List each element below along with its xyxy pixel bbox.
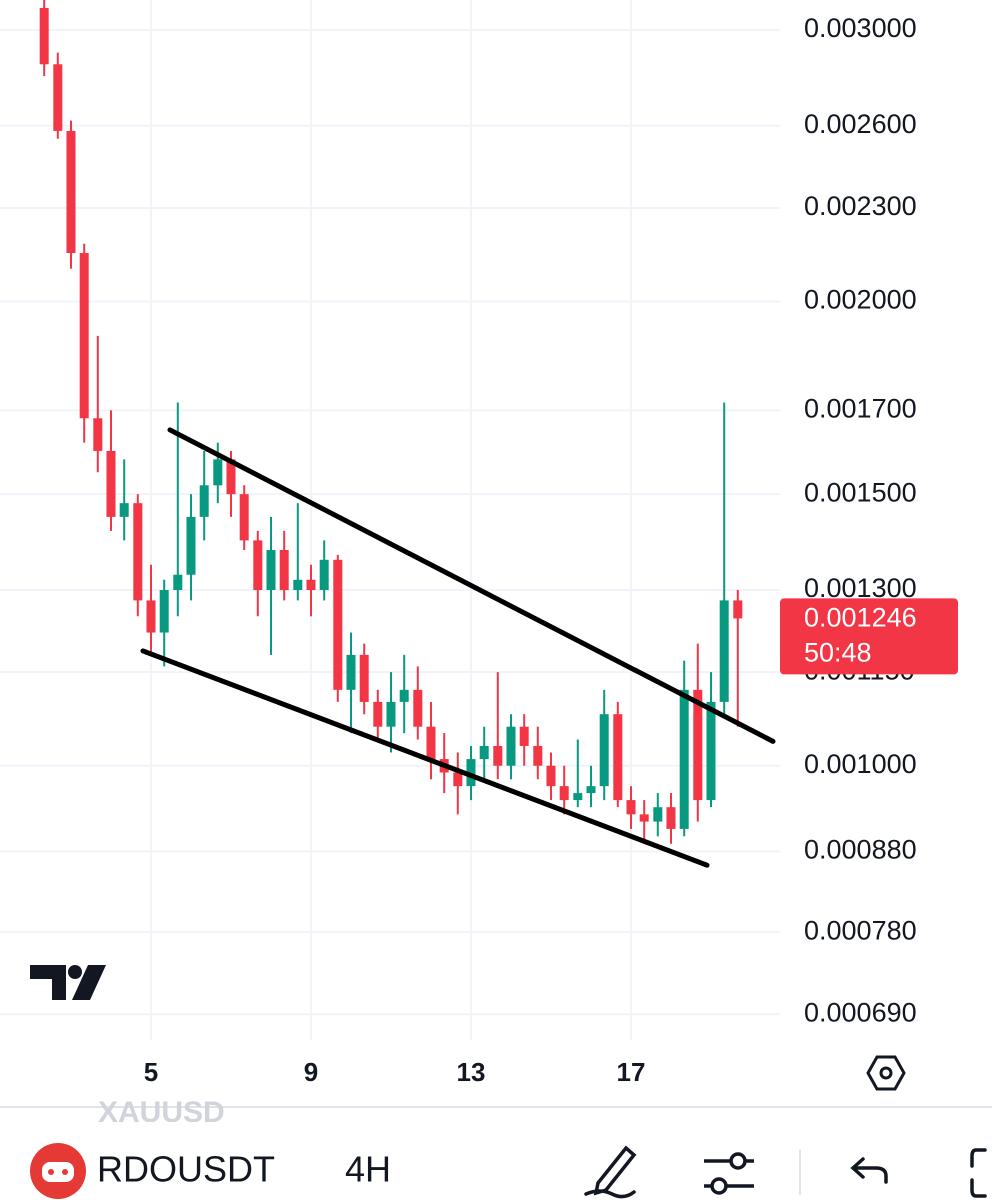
trendline xyxy=(140,648,710,868)
logo-face xyxy=(42,1162,74,1182)
candle-body xyxy=(719,600,729,702)
plot-area xyxy=(39,0,776,868)
candle-body xyxy=(159,590,169,633)
symbol-icon[interactable] xyxy=(30,1143,86,1199)
candle-body xyxy=(733,600,743,619)
candle-body xyxy=(373,701,383,727)
indicators-tool[interactable] xyxy=(704,1152,754,1195)
candle-body xyxy=(413,689,423,727)
candle-body xyxy=(426,726,436,760)
candle-body xyxy=(279,550,289,591)
y-tick-label: 0.002300 xyxy=(804,191,917,221)
candle-body xyxy=(53,64,63,131)
undo-icon[interactable] xyxy=(850,1157,888,1184)
candle-body xyxy=(599,714,609,787)
y-tick-label: 0.003000 xyxy=(804,13,917,43)
candle-body xyxy=(319,559,329,591)
candle-body xyxy=(453,772,463,787)
y-tick-label: 0.000880 xyxy=(804,834,917,864)
trendline xyxy=(167,427,776,744)
candle-body xyxy=(293,579,303,591)
candle-body xyxy=(359,654,369,702)
x-tick-label: 17 xyxy=(617,1057,646,1087)
y-tick-label: 0.001300 xyxy=(804,573,917,603)
candle-body xyxy=(386,701,396,727)
candle-body xyxy=(226,459,236,495)
candle-body xyxy=(66,130,76,254)
y-tick-label: 0.001700 xyxy=(804,393,917,423)
settings-icon[interactable] xyxy=(866,1055,906,1091)
logo-part xyxy=(72,965,106,1000)
pen-stroke xyxy=(584,1189,636,1199)
candle-body xyxy=(493,745,503,766)
candle-body xyxy=(639,814,649,822)
candle-body xyxy=(479,745,489,760)
candle-body xyxy=(399,689,409,702)
candle-body xyxy=(199,485,209,517)
candle-body xyxy=(573,793,583,801)
y-tick-label: 0.001000 xyxy=(804,749,917,779)
price-label: 0.001246 xyxy=(804,603,917,633)
candle-body xyxy=(666,807,676,829)
candle-body xyxy=(119,503,129,517)
hexagon xyxy=(866,1055,906,1091)
candle-body xyxy=(533,745,543,766)
x-tick-label: 9 xyxy=(304,1057,318,1087)
toolbar xyxy=(0,1122,992,1200)
symbol[interactable]: RDOUSDT xyxy=(97,1149,275,1190)
candle-body xyxy=(93,418,103,451)
x-tick-label: 5 xyxy=(144,1057,158,1087)
y-tick-label: 0.002600 xyxy=(804,109,917,139)
candle-body xyxy=(693,689,703,801)
candle-body xyxy=(546,765,556,787)
candle-body xyxy=(466,759,476,787)
candle-body xyxy=(559,786,569,801)
candle-body xyxy=(653,807,663,822)
candle-body xyxy=(253,540,263,591)
logo-eye xyxy=(62,1169,68,1175)
candle-body xyxy=(106,450,116,517)
y-tick-label: 0.000780 xyxy=(804,915,917,945)
x-tick-label: 13 xyxy=(457,1057,486,1087)
logo-part xyxy=(68,965,82,979)
candle-body xyxy=(626,800,636,815)
candle-body xyxy=(239,494,249,541)
candle-body xyxy=(173,574,183,591)
candle-body xyxy=(346,654,356,690)
candle-body xyxy=(706,701,716,801)
candle-body xyxy=(519,726,529,746)
candle-body xyxy=(333,559,343,690)
countdown: 50:48 xyxy=(804,638,872,668)
candle-body xyxy=(146,600,156,633)
candle-body xyxy=(79,253,89,419)
candle-body xyxy=(213,459,223,486)
interval[interactable]: 4H xyxy=(345,1149,391,1190)
axis: 0.003000 0.002600 0.002300 0.002000 0.001700… xyxy=(144,13,958,1087)
y-tick-label: 0.002000 xyxy=(804,285,917,315)
candle-body xyxy=(306,579,316,591)
draw-tool[interactable] xyxy=(584,1145,637,1199)
logo-eye xyxy=(48,1169,54,1175)
candle-body xyxy=(613,714,623,801)
candle-body xyxy=(266,550,276,591)
candle-body xyxy=(186,516,196,575)
candle-body xyxy=(39,7,49,65)
candle-body xyxy=(133,503,143,601)
price-label-box xyxy=(780,598,958,675)
knob xyxy=(710,1177,728,1195)
fullscreen-icon[interactable] xyxy=(970,1148,987,1198)
knob xyxy=(729,1152,747,1170)
tv-logo xyxy=(30,965,106,1000)
hexagon-center xyxy=(879,1066,893,1080)
y-tick-label: 0.001500 xyxy=(804,477,917,507)
candle-body xyxy=(506,726,516,766)
y-tick-label: 0.000690 xyxy=(804,997,917,1027)
grid xyxy=(0,0,780,1040)
logo-part xyxy=(30,965,66,1000)
candle-body xyxy=(586,786,596,794)
candle-body xyxy=(679,689,689,829)
